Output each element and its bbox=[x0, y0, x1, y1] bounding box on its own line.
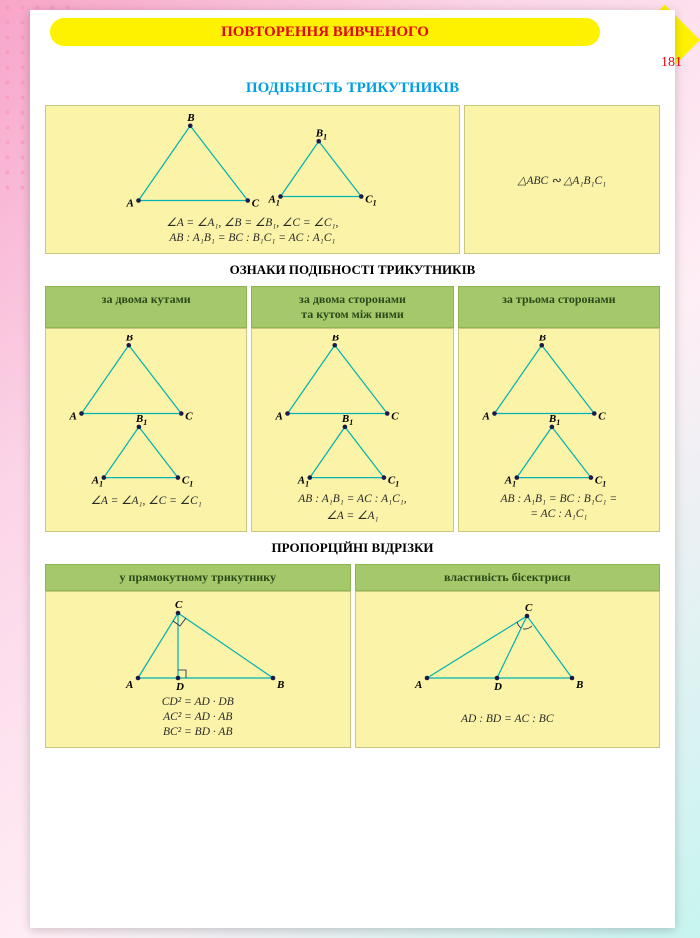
svg-text:B1: B1 bbox=[548, 413, 560, 427]
svg-text:B1: B1 bbox=[315, 127, 327, 141]
svg-text:C: C bbox=[525, 602, 533, 614]
chapter-banner: ПОВТОРЕННЯ ВИВЧЕНОГО bbox=[50, 18, 600, 46]
top-row: ABCA1B1C1 ∠A = ∠A₁, ∠B = ∠B₁, ∠C = ∠C₁, … bbox=[45, 105, 660, 254]
svg-text:C: C bbox=[252, 198, 260, 210]
prop-headers: у прямокутному трикутнику властивість бі… bbox=[45, 564, 660, 591]
svg-text:B: B bbox=[331, 335, 339, 343]
svg-text:C1: C1 bbox=[595, 475, 606, 489]
page-body: ПОДІБНІСТЬ ТРИКУТНИКІВ A B C A1 B1 C1 ∠A = ∠A… bbox=[30, 10, 675, 928]
col1-formula: ∠A = ∠A₁, ∠C = ∠C₁ bbox=[52, 493, 240, 507]
col2-formula2: ∠A = ∠A₁ bbox=[258, 508, 446, 522]
formula-similarity: △ABC ∾ △A₁B₁C₁ bbox=[518, 173, 607, 187]
page-number: 181 bbox=[661, 55, 682, 71]
prop2-f: AD : BD = AC : BC bbox=[362, 713, 654, 725]
prop-f1: CD² = AD · DB bbox=[52, 696, 344, 708]
triangles-pair-large: A B C A1 B1 C1 bbox=[112, 112, 392, 212]
svg-text:B: B bbox=[575, 679, 583, 691]
formula-angles-equal: ∠A = ∠A₁, ∠B = ∠B₁, ∠C = ∠C₁, bbox=[52, 215, 453, 229]
criteria-tri-1: A B C A1 B1 C1 bbox=[56, 335, 236, 490]
prop-f3: BC² = BD · AB bbox=[52, 726, 344, 738]
svg-text:B1: B1 bbox=[135, 413, 147, 427]
prop-cell-1: A B C D CD² = AD · DB AC² = AD · AB BC² = B… bbox=[45, 591, 351, 748]
top-right-cell: △ABC ∾ △A₁B₁C₁ bbox=[464, 105, 660, 254]
svg-text:A: A bbox=[414, 679, 422, 691]
main-title: ПОДІБНІСТЬ ТРИКУТНИКІВ bbox=[45, 80, 660, 97]
svg-text:B1: B1 bbox=[341, 413, 353, 427]
svg-text:C: C bbox=[598, 411, 606, 423]
col3-header: за трьома сторонами bbox=[458, 286, 660, 328]
col2-header: за двома сторонами та кутом між ними bbox=[251, 286, 453, 328]
col3-formula2: = AC : A₁C₁ bbox=[465, 508, 653, 520]
content-area: ПОДІБНІСТЬ ТРИКУТНИКІВ A B C A1 B1 C1 ∠A = ∠A… bbox=[45, 70, 660, 913]
svg-text:C: C bbox=[175, 599, 183, 611]
criteria-cell-2: A B C A1 B1 C1 AB : A₁B₁ = AC : A₁C₁, ∠A = ∠A… bbox=[251, 328, 453, 532]
prop-f2: AC² = AD · AB bbox=[52, 711, 344, 723]
svg-text:B: B bbox=[125, 335, 133, 343]
svg-text:A1: A1 bbox=[297, 475, 309, 489]
prop-col2-header: властивість бісектриси bbox=[355, 564, 661, 591]
bisector-triangle: A B C D bbox=[397, 598, 617, 698]
svg-text:A1: A1 bbox=[268, 194, 280, 208]
svg-text:C: C bbox=[185, 411, 193, 423]
svg-text:A1: A1 bbox=[504, 475, 516, 489]
svg-text:B: B bbox=[276, 679, 284, 691]
svg-text:A: A bbox=[275, 411, 283, 423]
section1-title: ОЗНАКИ ПОДІБНОСТІ ТРИКУТНИКІВ bbox=[45, 258, 660, 282]
right-triangle: A B C D bbox=[98, 598, 298, 693]
svg-text:A: A bbox=[481, 411, 489, 423]
svg-text:D: D bbox=[175, 681, 184, 693]
criteria-cell-1: ABCA1B1C1 ∠A = ∠A₁, ∠C = ∠C₁ . bbox=[45, 328, 247, 532]
prop-cell-2: A B C D AD : BD = AC : BC bbox=[355, 591, 661, 748]
criteria-tri-3: A B C A1 B1 C1 bbox=[469, 335, 649, 490]
svg-text:B: B bbox=[187, 112, 195, 124]
svg-text:A1: A1 bbox=[91, 475, 103, 489]
prop-col1-header: у прямокутному трикутнику bbox=[45, 564, 351, 591]
svg-text:B: B bbox=[538, 335, 546, 343]
svg-text:C1: C1 bbox=[388, 475, 399, 489]
svg-text:A: A bbox=[126, 198, 134, 210]
svg-text:A: A bbox=[69, 411, 77, 423]
section2-title: ПРОПОРЦІЙНІ ВІДРІЗКИ bbox=[45, 536, 660, 560]
svg-text:A: A bbox=[125, 679, 133, 691]
col1-header: за двома кутами bbox=[45, 286, 247, 328]
top-left-cell: ABCA1B1C1 ∠A = ∠A₁, ∠B = ∠B₁, ∠C = ∠C₁, … bbox=[45, 105, 460, 254]
criteria-tri-2: A B C A1 B1 C1 bbox=[262, 335, 442, 490]
formula-sides-prop: AB : A₁B₁ = BC : B₁C₁ = AC : A₁C₁ bbox=[52, 232, 453, 244]
svg-text:C1: C1 bbox=[182, 475, 193, 489]
col2-formula1: AB : A₁B₁ = AC : A₁C₁, bbox=[258, 493, 446, 505]
col3-formula1: AB : A₁B₁ = BC : B₁C₁ = bbox=[465, 493, 653, 505]
svg-text:C: C bbox=[392, 411, 400, 423]
criteria-headers: за двома кутами за двома сторонами та ку… bbox=[45, 286, 660, 328]
criteria-row: ABCA1B1C1 ∠A = ∠A₁, ∠C = ∠C₁ . ABCA1B1C1… bbox=[45, 328, 660, 532]
criteria-cell-3: A B C A1 B1 C1 AB : A₁B₁ = BC : B₁C₁ = = AC :… bbox=[458, 328, 660, 532]
svg-text:C1: C1 bbox=[366, 194, 377, 208]
svg-text:D: D bbox=[493, 681, 502, 693]
prop-row: A B C D CD² = AD · DB AC² = AD · AB BC² = B… bbox=[45, 591, 660, 748]
